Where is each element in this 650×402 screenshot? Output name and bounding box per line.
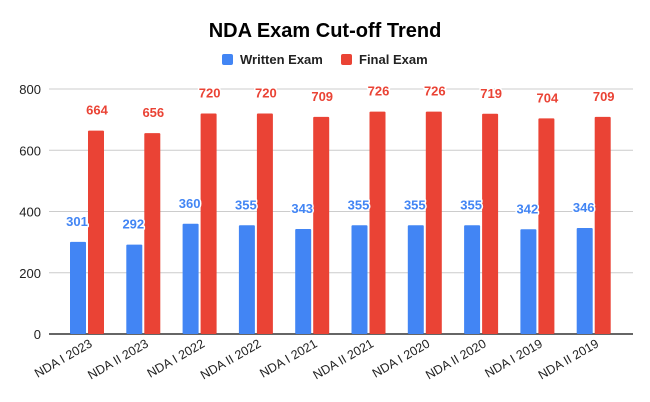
data-label: 726 bbox=[424, 84, 446, 99]
data-label: 346 bbox=[573, 200, 595, 215]
bar-final bbox=[88, 130, 104, 334]
data-label: 355 bbox=[460, 197, 482, 212]
x-tick-label: NDA II 2022 bbox=[198, 336, 263, 382]
data-label: 726 bbox=[368, 84, 390, 99]
legend-swatch bbox=[222, 54, 233, 65]
data-label: 342 bbox=[517, 201, 539, 216]
y-tick-label: 600 bbox=[19, 143, 41, 158]
data-labels: 301 664 292 656 360 720 355 720 343 709 355 726 355 7… bbox=[65, 82, 616, 233]
legend: Written Exam Final Exam bbox=[222, 52, 428, 67]
y-tick-label: 800 bbox=[19, 82, 41, 97]
x-tick-label: NDA II 2023 bbox=[85, 336, 150, 382]
data-label: 292 bbox=[122, 217, 144, 232]
bars bbox=[70, 111, 611, 335]
data-label: 704 bbox=[537, 90, 559, 105]
x-tick-label: NDA II 2019 bbox=[536, 336, 601, 382]
bar-final bbox=[482, 113, 499, 335]
y-tick-label: 400 bbox=[19, 205, 41, 220]
data-label: 360 bbox=[179, 196, 201, 211]
x-tick-label: NDA I 2022 bbox=[145, 336, 207, 380]
data-label: 301 bbox=[66, 214, 88, 229]
data-label: 720 bbox=[199, 86, 221, 101]
data-label: 719 bbox=[480, 86, 502, 101]
bar-written bbox=[70, 241, 86, 334]
legend-label: Written Exam bbox=[240, 52, 323, 67]
bar-written bbox=[351, 225, 368, 334]
y-tick-label: 200 bbox=[19, 266, 41, 281]
data-label: 664 bbox=[86, 103, 108, 118]
data-label: 709 bbox=[593, 89, 615, 104]
bar-written bbox=[238, 225, 255, 334]
x-tick-label: NDA I 2020 bbox=[370, 336, 432, 380]
bar-final bbox=[369, 111, 386, 334]
x-tick-label: NDA I 2023 bbox=[32, 336, 94, 380]
bar-final bbox=[256, 113, 273, 334]
data-label: 355 bbox=[404, 197, 426, 212]
data-label: 355 bbox=[348, 197, 370, 212]
chart-title: NDA Exam Cut-off Trend bbox=[209, 20, 442, 42]
data-label: 355 bbox=[235, 197, 257, 212]
bar-final bbox=[144, 133, 161, 334]
y-tick-label: 0 bbox=[34, 327, 41, 342]
bar-written bbox=[126, 244, 143, 334]
bar-written bbox=[407, 225, 424, 334]
bar-written bbox=[576, 228, 593, 334]
bar-final bbox=[594, 116, 611, 335]
legend-swatch bbox=[341, 54, 352, 65]
bar-written bbox=[182, 223, 199, 334]
bar-written bbox=[520, 229, 537, 334]
x-tick-label: NDA II 2020 bbox=[423, 336, 488, 382]
bar-final bbox=[313, 116, 330, 335]
legend-label: Final Exam bbox=[359, 52, 428, 67]
data-label: 656 bbox=[142, 105, 164, 120]
x-tick-label: NDA II 2021 bbox=[311, 336, 376, 382]
bar-final bbox=[425, 111, 442, 334]
x-tick-label: NDA I 2019 bbox=[483, 336, 545, 380]
bar-final bbox=[200, 113, 217, 334]
bar-written bbox=[464, 225, 481, 334]
x-tick-label: NDA I 2021 bbox=[257, 336, 319, 380]
bar-written bbox=[295, 228, 312, 334]
data-label: 709 bbox=[311, 89, 333, 104]
data-label: 343 bbox=[291, 201, 313, 216]
data-label: 720 bbox=[255, 86, 277, 101]
bar-final bbox=[538, 118, 555, 335]
